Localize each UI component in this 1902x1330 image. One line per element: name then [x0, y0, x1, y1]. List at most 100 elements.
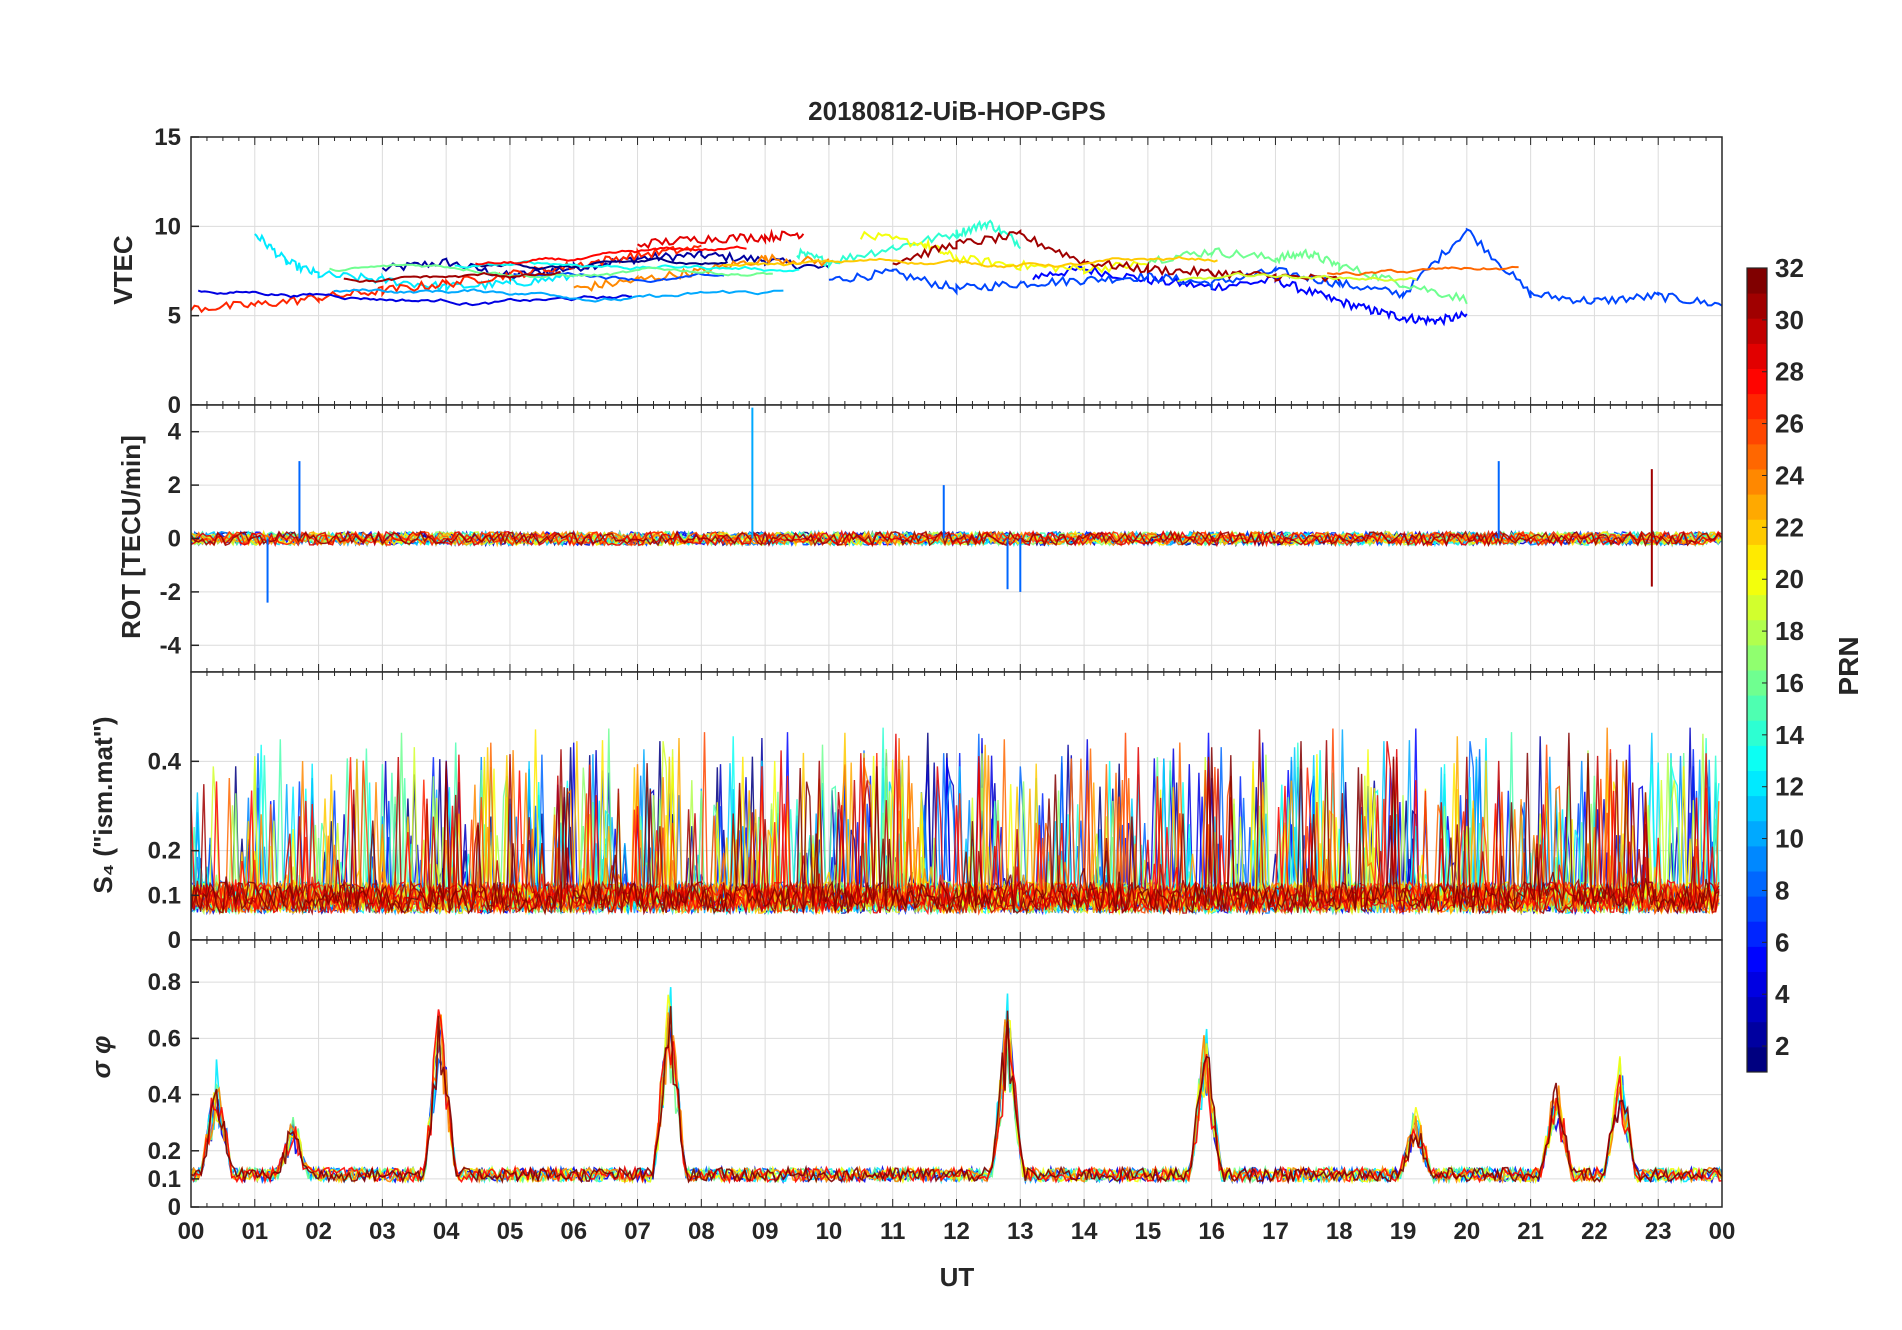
- vtec-series-14: [796, 219, 1022, 270]
- colorbar-segment: [1747, 996, 1767, 1023]
- y-tick-label: 0: [168, 392, 181, 419]
- colorbar-tick-label: 4: [1775, 979, 1790, 1009]
- x-tick-label: 05: [497, 1218, 524, 1245]
- rot-trace: [191, 530, 1722, 548]
- sigma-phi-panel: 00.10.2 0.4 0.6 0.8 00 01 02 03 04 05 06 07 08 09 10 11…: [148, 939, 1736, 1245]
- traces: [191, 987, 1722, 1185]
- x-tick-label: 10: [816, 1218, 843, 1245]
- traces: [191, 219, 1722, 327]
- x-tick-label: 11: [880, 1218, 905, 1245]
- vtec-series-7: [828, 227, 1722, 307]
- vtec-extra-trace: [475, 245, 747, 266]
- vtec-panel: 0 5 10 15: [154, 124, 1723, 419]
- x-tick-label: 13: [1007, 1218, 1034, 1245]
- colorbar-segment: [1747, 268, 1767, 294]
- colorbar-segment: [1747, 343, 1767, 369]
- colorbar-segment: [1747, 443, 1767, 470]
- y-tick-label: 0.6: [148, 1025, 181, 1052]
- colorbar-tick-label: 18: [1775, 616, 1804, 646]
- colorbar-frame: [1746, 267, 1768, 1073]
- colorbar-segment: [1747, 845, 1767, 872]
- y-tick-label: 0.2: [148, 1138, 181, 1165]
- colorbar-tick-label: 20: [1775, 564, 1804, 594]
- rot-panel: -4 -2 0 2 4: [160, 404, 1723, 673]
- colorbar-segment: [1747, 594, 1767, 621]
- y-tick-label: 0.4: [148, 748, 182, 775]
- colorbar-segment: [1747, 644, 1767, 671]
- vtec-extra-trace: [454, 260, 800, 273]
- colorbar-segment: [1747, 670, 1767, 696]
- x-tick-label: 12: [943, 1218, 970, 1245]
- x-tick-label: 06: [560, 1218, 587, 1245]
- vtec-series-16: [1147, 247, 1468, 305]
- colorbar-segment: [1747, 695, 1767, 721]
- x-tick-label: 23: [1645, 1218, 1672, 1245]
- colorbar-segment: [1747, 544, 1767, 570]
- x-tick-label: 04: [433, 1218, 460, 1245]
- sigma-phi-trace: [191, 1006, 1722, 1185]
- y-tick-label: 0.8: [148, 969, 181, 996]
- s4-panel: 0 0.1 0.2 0.4: [148, 671, 1723, 954]
- colorbar-tick-label: 2: [1775, 1031, 1789, 1061]
- x-tick-label: 19: [1390, 1218, 1417, 1245]
- colorbar-segment: [1747, 293, 1767, 319]
- x-tick-label: 02: [305, 1218, 332, 1245]
- colorbar-segment: [1747, 519, 1767, 545]
- colorbar-tick-label: 12: [1775, 772, 1804, 802]
- y-tick-label: 0.1: [148, 1166, 181, 1193]
- x-tick-label: 15: [1135, 1218, 1162, 1245]
- x-tick-label: 07: [624, 1218, 651, 1245]
- y-tick-label: 0: [168, 1194, 181, 1221]
- colorbar-tick-label: 16: [1775, 668, 1804, 698]
- x-tick-label: 00: [1709, 1218, 1736, 1245]
- rot-ylabel: ROT [TECU/min]: [116, 435, 146, 639]
- x-tick-label: 01: [241, 1218, 268, 1245]
- vtec-extra-trace: [723, 255, 1218, 269]
- vtec-extra-trace: [333, 288, 784, 303]
- colorbar-segment: [1747, 820, 1767, 847]
- colorbar-tick-label: 26: [1775, 409, 1804, 439]
- colorbar-segment: [1747, 1046, 1767, 1073]
- vtec-series-29: [636, 228, 805, 250]
- x-tick-label: 16: [1198, 1218, 1225, 1245]
- vtec-extra-trace: [197, 289, 633, 307]
- vtec-extra-trace: [343, 270, 561, 283]
- y-tick-label: -4: [160, 632, 182, 659]
- colorbar-segment: [1747, 871, 1767, 897]
- colorbar-tick-label: 14: [1775, 720, 1804, 750]
- colorbar-segment: [1747, 619, 1767, 646]
- x-tick-label: 22: [1581, 1218, 1608, 1245]
- y-tick-label: 2: [168, 472, 181, 499]
- colorbar-segment: [1747, 971, 1767, 998]
- traces: [191, 407, 1722, 603]
- y-tick-label: 0.4: [148, 1082, 182, 1109]
- colorbar-segment: [1747, 418, 1767, 445]
- traces: [191, 727, 1720, 916]
- y-tick-label: 0: [168, 526, 181, 553]
- vtec-series-2: [381, 248, 830, 281]
- x-tick-label: 17: [1262, 1218, 1289, 1245]
- colorbar-tick-label: 10: [1775, 824, 1804, 854]
- colorbar-segment: [1747, 469, 1767, 495]
- sigma-phi-trace: [191, 1012, 1722, 1185]
- sigma-phi-ylabel: σ φ: [86, 1036, 116, 1079]
- colorbar-segment: [1747, 494, 1767, 520]
- x-tick-label: 03: [369, 1218, 396, 1245]
- vtec-series-5: [1032, 265, 1468, 327]
- y-tick-label: 0.1: [148, 882, 181, 909]
- colorbar-segment: [1747, 318, 1767, 344]
- rot-trace: [191, 530, 1722, 548]
- vtec-series-12: [254, 233, 575, 294]
- y-tick-label: 10: [154, 213, 181, 240]
- y-tick-label: 15: [154, 124, 181, 151]
- colorbar-segment: [1747, 896, 1767, 922]
- y-tick-label: 5: [168, 303, 181, 330]
- colorbar-segment: [1747, 720, 1767, 746]
- colorbar-tick-label: 24: [1775, 460, 1804, 490]
- vtec-ylabel: VTEC: [108, 235, 138, 305]
- colorbar-segment: [1747, 921, 1767, 947]
- colorbar-tick-label: 32: [1775, 253, 1804, 283]
- x-tick-label: 20: [1453, 1218, 1480, 1245]
- x-tick-label: 14: [1071, 1218, 1098, 1245]
